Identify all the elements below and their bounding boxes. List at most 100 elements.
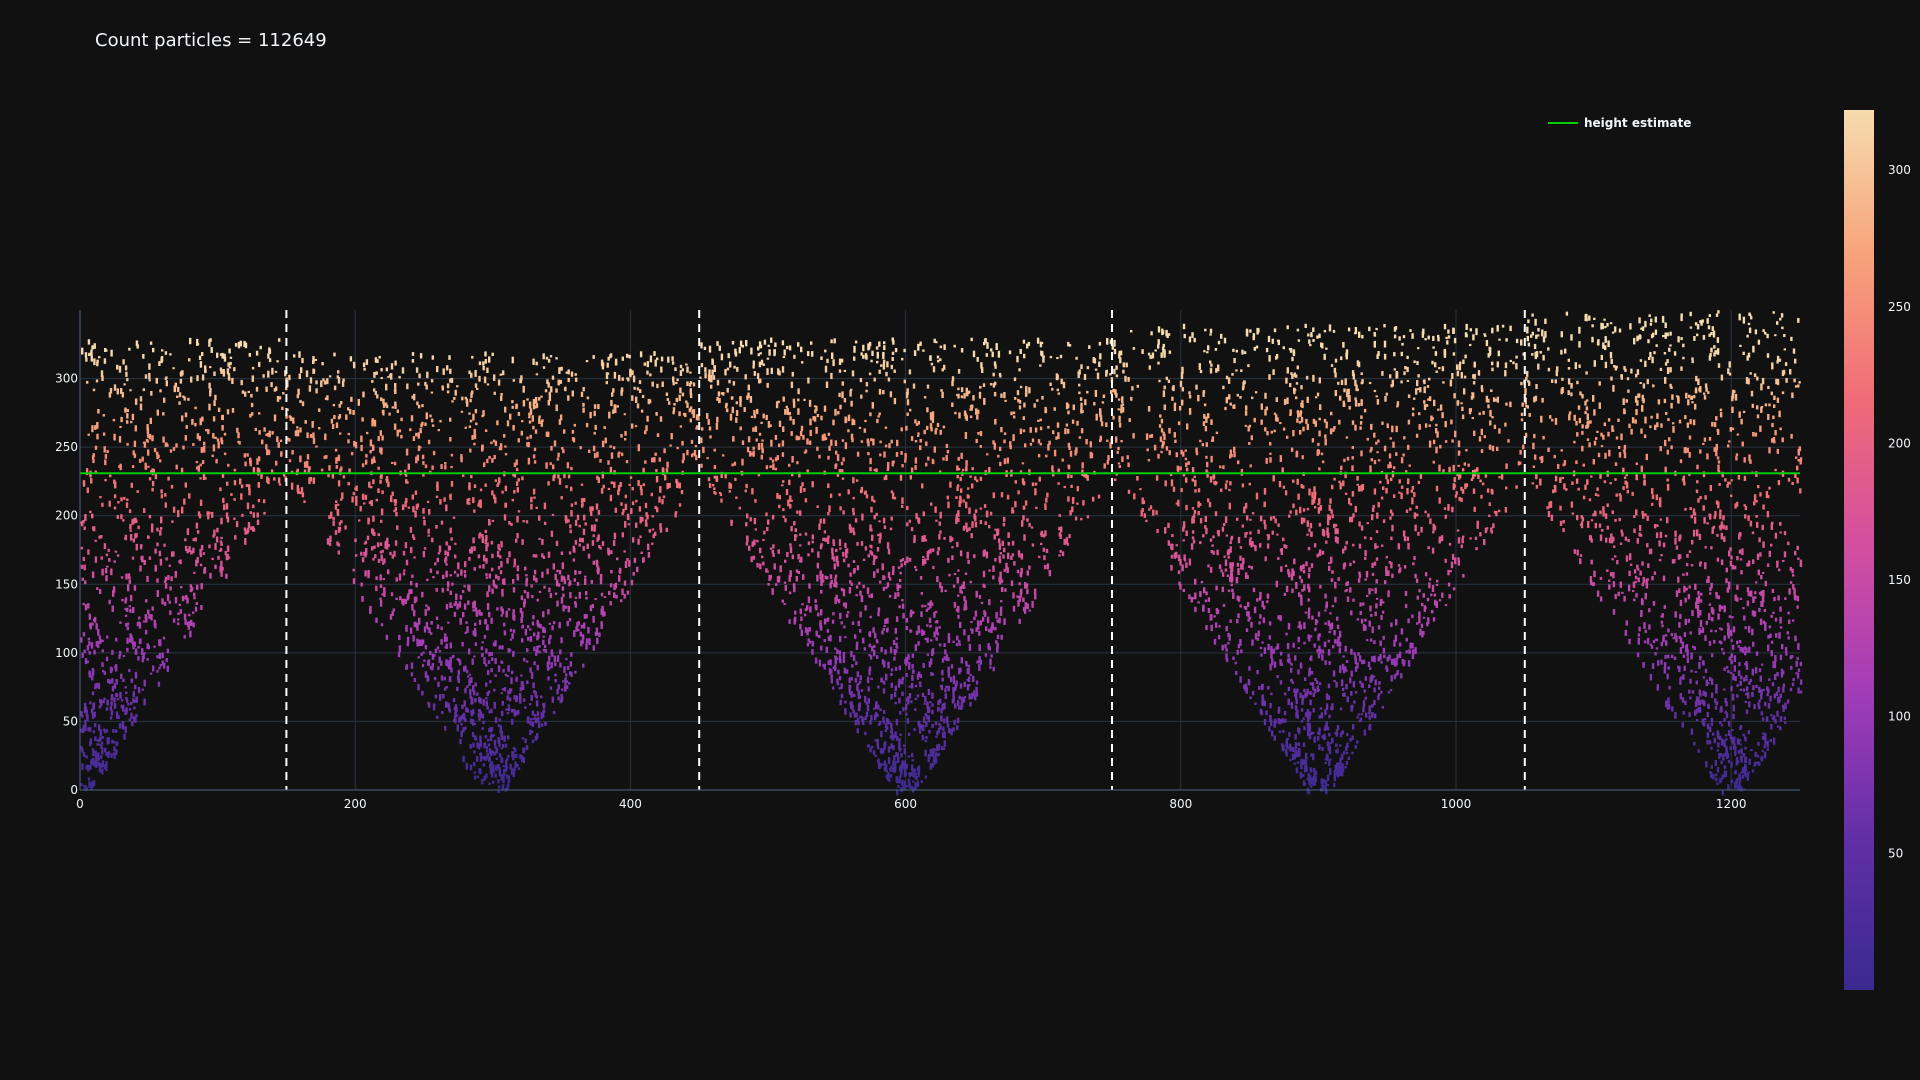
particle [501, 490, 504, 494]
particle [1057, 432, 1060, 440]
particle [1024, 392, 1028, 397]
particle [142, 354, 145, 359]
particle [929, 355, 932, 361]
particle [1049, 382, 1052, 386]
particle [166, 594, 170, 601]
particle [830, 678, 834, 684]
particle [947, 636, 951, 641]
particle [1044, 406, 1047, 414]
particle [1346, 456, 1350, 461]
particle [572, 558, 576, 562]
particle [1052, 430, 1055, 435]
particle [809, 429, 812, 437]
particle [600, 592, 604, 597]
particle [890, 672, 893, 676]
particle [368, 481, 371, 488]
particle [561, 562, 564, 570]
particle [1089, 451, 1092, 459]
particle [257, 499, 261, 503]
particle [135, 398, 138, 401]
particle [623, 580, 627, 586]
particle [631, 501, 635, 506]
particle [1247, 602, 1250, 607]
particle [762, 561, 765, 566]
particle [746, 446, 750, 453]
particle [109, 706, 112, 711]
particle [943, 731, 946, 739]
particle [850, 582, 853, 586]
particle [87, 727, 90, 732]
particle [1252, 333, 1256, 338]
particle [486, 594, 489, 597]
particle [216, 352, 219, 358]
particle [495, 765, 498, 771]
particle [965, 522, 968, 529]
particle [111, 685, 115, 692]
particle [1007, 532, 1010, 538]
particle [129, 534, 133, 541]
particle [466, 498, 469, 505]
particle [593, 526, 596, 532]
particle [612, 409, 615, 414]
particle [864, 546, 868, 551]
particle [850, 400, 853, 407]
particle [466, 401, 469, 407]
particle [415, 582, 418, 588]
particle [937, 547, 940, 551]
particle [873, 468, 876, 472]
particle [624, 494, 627, 499]
particle [1346, 742, 1349, 748]
particle [82, 556, 85, 562]
particle [122, 678, 125, 682]
particle [777, 577, 781, 583]
particle [394, 388, 397, 394]
particle [609, 445, 612, 448]
particle [917, 432, 920, 435]
particle [391, 406, 394, 409]
particle [341, 380, 345, 387]
particle [533, 575, 536, 581]
particle [411, 352, 415, 356]
particle [424, 671, 428, 678]
particle [1068, 534, 1071, 539]
particle [591, 604, 594, 609]
particle [652, 533, 655, 539]
particle [373, 388, 376, 392]
particle [1019, 428, 1023, 435]
particle [450, 465, 453, 469]
particle [556, 569, 559, 573]
particle [936, 550, 940, 556]
particle [862, 344, 865, 352]
particle [781, 340, 785, 346]
particle [406, 636, 410, 643]
particle [449, 661, 452, 669]
particle [988, 599, 991, 606]
particle [459, 715, 462, 721]
particle [593, 431, 596, 435]
particle [187, 397, 190, 401]
particle [923, 429, 926, 435]
particle [858, 680, 862, 684]
particle [798, 471, 801, 478]
particle [428, 509, 431, 515]
particle [516, 533, 519, 539]
particle [1359, 426, 1362, 430]
particle [457, 678, 460, 684]
particle [1016, 595, 1019, 599]
particle [762, 413, 765, 419]
particle [675, 397, 678, 403]
particle [251, 412, 254, 416]
particle [144, 465, 148, 470]
particle [398, 429, 402, 433]
particle [695, 425, 699, 430]
particle [132, 698, 135, 703]
particle [769, 457, 772, 461]
particle [101, 768, 104, 775]
particle [915, 423, 919, 426]
particle [268, 347, 271, 353]
particle [558, 570, 562, 575]
particle [512, 587, 516, 593]
particle [834, 408, 837, 416]
particle [416, 401, 419, 406]
